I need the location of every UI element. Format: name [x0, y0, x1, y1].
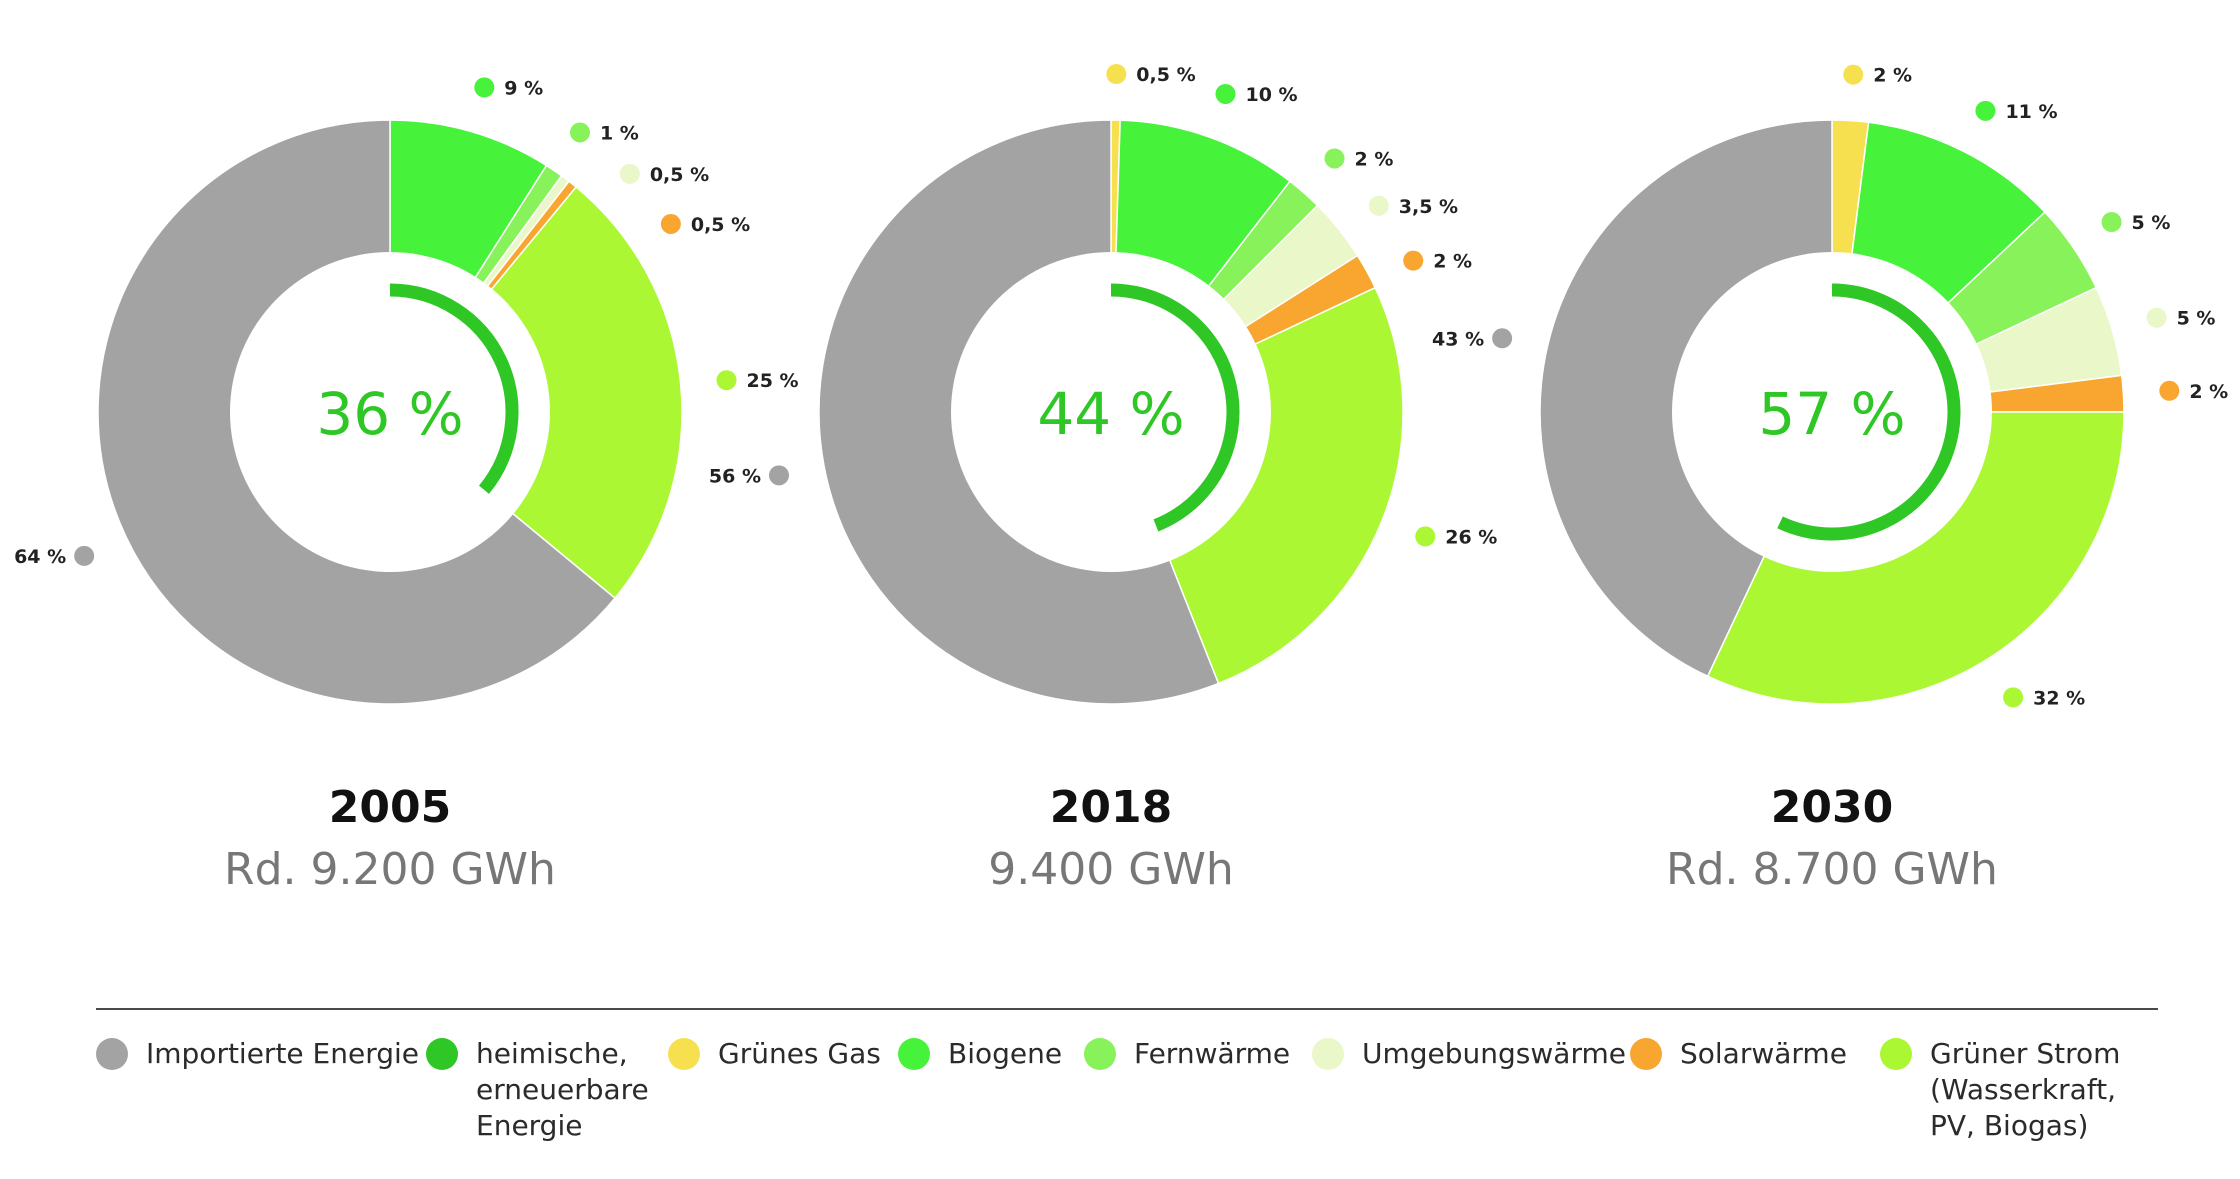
slice-label: 32 % [2033, 687, 2085, 709]
slice-label: 25 % [746, 370, 798, 392]
legend-swatch [1084, 1038, 1116, 1070]
legend-item-gruenes-gas: Grünes Gas [668, 1036, 881, 1072]
slice-label: 64 % [14, 546, 66, 568]
label-dot [569, 122, 590, 143]
legend-label: Umgebungswärme [1362, 1037, 1626, 1070]
legend-swatch [1880, 1038, 1912, 1070]
slice-label: 5 % [2132, 212, 2171, 234]
legend-item-fernwaerme: Fernwärme [1084, 1036, 1290, 1072]
legend-swatch [898, 1038, 930, 1070]
center-percentage: 44 % [1037, 380, 1184, 448]
slice-label: 0,5 % [1136, 64, 1195, 86]
legend: Importierte Energie heimische, erneuerba… [96, 1008, 2156, 1158]
label-dot [1415, 526, 1436, 547]
label-dot [74, 545, 95, 566]
label-dot [1368, 195, 1389, 216]
label-dot [1975, 100, 1996, 121]
donut-chart-2018: 44 % 2018 9.400 GWh 0,5 % 10 % 2 % 3,5 % 2 % 26 … [709, 64, 1497, 895]
year-label: 2018 [1050, 782, 1172, 833]
donut-hole [1672, 252, 1992, 572]
label-dot [1106, 64, 1127, 85]
donut-hole [230, 252, 550, 572]
slice-label: 0,5 % [650, 164, 709, 186]
slice-label: 9 % [504, 77, 543, 99]
label-dot [660, 213, 681, 234]
total-label: Rd. 9.200 GWh [224, 844, 556, 895]
donut-hole [951, 252, 1271, 572]
year-label: 2030 [1771, 782, 1893, 833]
label-dot [2101, 212, 2122, 233]
legend-label: heimische, erneuerbare Energie [476, 1037, 649, 1142]
total-label: Rd. 8.700 GWh [1666, 844, 1998, 895]
year-label: 2005 [329, 782, 451, 833]
legend-swatch [1312, 1038, 1344, 1070]
slice-label: 1 % [600, 122, 639, 144]
slice-label: 10 % [1245, 84, 1297, 106]
label-dot [1403, 250, 1424, 271]
slice-label: 56 % [709, 465, 761, 487]
label-dot [619, 163, 640, 184]
slice-label: 2 % [1873, 65, 1912, 87]
center-percentage: 36 % [316, 380, 463, 448]
legend-item-biogene: Biogene [898, 1036, 1062, 1072]
legend-item-gruener-strom: Grüner Strom (Wasserkraft, PV, Biogas) [1880, 1036, 2120, 1144]
slice-label: 11 % [2005, 101, 2057, 123]
label-dot [1324, 148, 1345, 169]
legend-divider [96, 1008, 2158, 1010]
slice-label: 5 % [2177, 308, 2216, 330]
renewable-share-arc [390, 283, 519, 494]
slice-label: 2 % [2189, 381, 2228, 403]
renewable-share-arc [1777, 283, 1961, 541]
donut-chart-2005: 36 % 2005 Rd. 9.200 GWh 9 % 1 % 0,5 % 0,5 % 25 … [14, 77, 799, 895]
label-dot [2146, 307, 2167, 328]
legend-swatch [1630, 1038, 1662, 1070]
slice-label: 2 % [1433, 251, 1472, 273]
legend-label: Solarwärme [1680, 1037, 1847, 1070]
label-dot [1215, 83, 1236, 104]
slice-label: 0,5 % [691, 214, 750, 236]
legend-swatch [96, 1038, 128, 1070]
total-label: 9.400 GWh [988, 844, 1233, 895]
renewable-share-arc [1111, 283, 1240, 532]
legend-item-importierte-energie: Importierte Energie [96, 1036, 419, 1072]
legend-label: Fernwärme [1134, 1037, 1291, 1070]
center-percentage: 57 % [1758, 380, 1905, 448]
slice-label: 43 % [1432, 328, 1484, 350]
legend-label: Importierte Energie [146, 1037, 420, 1070]
legend-item-solarwaerme: Solarwärme [1630, 1036, 1847, 1072]
label-dot [2159, 380, 2180, 401]
label-dot [768, 465, 789, 486]
slice-label: 26 % [1445, 526, 1497, 548]
legend-label: Biogene [948, 1037, 1063, 1070]
label-dot [1492, 328, 1513, 349]
legend-item-umgebungswaerme: Umgebungswärme [1312, 1036, 1626, 1072]
donut-chart-2030: 57 % 2030 Rd. 8.700 GWh 2 % 11 % 5 % 5 % 2 % 32 … [1432, 64, 2228, 895]
slice-label: 2 % [1355, 148, 1394, 170]
label-dot [474, 77, 495, 98]
label-dot [1843, 64, 1864, 85]
label-dot [716, 370, 737, 391]
legend-item-heimische-energie: heimische, erneuerbare Energie [426, 1036, 649, 1144]
label-dot [2003, 687, 2024, 708]
legend-label: Grüner Strom (Wasserkraft, PV, Biogas) [1930, 1037, 2121, 1142]
legend-swatch [426, 1038, 458, 1070]
slice-label: 3,5 % [1399, 196, 1458, 218]
legend-label: Grünes Gas [718, 1037, 881, 1070]
legend-swatch [668, 1038, 700, 1070]
